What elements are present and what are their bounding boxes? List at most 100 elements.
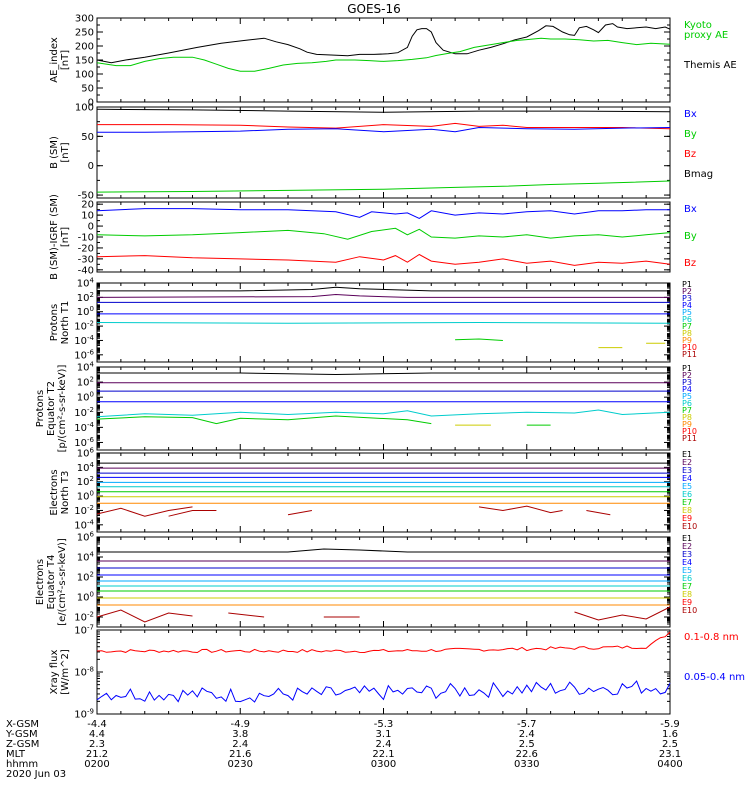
y-tick-label: 20 — [81, 200, 94, 211]
legend-entry: E8 — [682, 506, 692, 515]
x-row-value: -5.7 — [517, 719, 537, 730]
legend-entry: proxy AE — [684, 30, 728, 41]
x-row-value: 2.5 — [662, 739, 678, 750]
legend-entry: P5 — [682, 308, 692, 317]
x-row-value: 23.1 — [659, 749, 681, 760]
legend-entry: P9 — [682, 336, 692, 345]
y-tick-label: 10-4 — [74, 334, 94, 347]
legend-entry: P3 — [682, 378, 692, 387]
y-axis-label: [p/(cm²-s-sr-keV)] — [57, 365, 68, 453]
legend-entry: P1 — [682, 364, 692, 373]
y-tick-label: 100 — [75, 103, 94, 114]
legend-entry: P4 — [682, 301, 692, 310]
legend-entry: Bx — [684, 109, 697, 120]
x-row-value: 2.4 — [519, 729, 535, 740]
series-line-e10b — [168, 510, 217, 517]
y-tick-label: 0 — [88, 222, 94, 233]
y-tick-label: 104 — [77, 461, 95, 474]
x-row-value: 2.4 — [232, 739, 248, 750]
legend-entry: P1 — [682, 280, 692, 289]
x-row-value: 21.2 — [86, 749, 108, 760]
legend-entry: Bz — [684, 149, 696, 160]
y-tick-label: 106 — [77, 447, 95, 460]
legend-entry: E8 — [682, 590, 692, 599]
y-tick-label: 200 — [75, 42, 94, 53]
y-axis-label: AE_index — [49, 37, 60, 83]
y-tick-label: 0 — [88, 98, 94, 109]
series-line-bmag — [96, 108, 671, 113]
y-tick-label: 10-2 — [74, 611, 94, 624]
panel-frame — [96, 629, 671, 715]
y-tick-label: 150 — [75, 56, 94, 67]
y-tick-label: 100 — [75, 70, 94, 81]
date-label: 2020 Jun 03 — [6, 769, 66, 780]
legend-entry: E9 — [682, 598, 692, 607]
legend-entry: E2 — [682, 458, 692, 467]
legend-entry: E4 — [682, 558, 692, 567]
legend-entry: Kyoto — [684, 20, 712, 31]
series-line-e10b — [228, 612, 265, 618]
legend-entry: P11 — [682, 350, 697, 359]
y-axis-label: North T1 — [60, 301, 71, 345]
y-tick-label: 104 — [77, 551, 95, 564]
y-tick-label: 102 — [77, 571, 94, 584]
legend-entry: E3 — [682, 466, 692, 475]
series-line-by — [96, 227, 671, 240]
series-line-e10c — [287, 510, 312, 516]
series-line-e10e — [586, 510, 611, 516]
y-tick-label: 250 — [75, 28, 94, 39]
series-line-kyoto-proxy-ae — [96, 37, 671, 72]
x-row-label: MLT — [6, 749, 26, 760]
series-line-themis-ae — [96, 23, 671, 64]
y-tick-label: 10 — [81, 211, 94, 222]
y-tick-label: 106 — [77, 531, 95, 544]
legend-entry: By — [684, 129, 697, 140]
y-axis-label: North T3 — [60, 471, 71, 515]
legend-entry: P10 — [682, 343, 697, 352]
y-tick-label: 50 — [81, 84, 94, 95]
series-line-p7 — [455, 338, 503, 341]
series-line-e1 — [97, 548, 670, 553]
x-row-value: 3.8 — [232, 729, 248, 740]
legend-entry: E5 — [682, 482, 692, 491]
y-tick-label: -30 — [78, 254, 94, 265]
panel-5: 104 102 100 10-2 10-4 10-6 Protons Equator T2 [p… — [35, 361, 697, 453]
legend-entry: E10 — [682, 606, 697, 615]
y-tick-label: 300 — [75, 14, 94, 25]
legend-entry: 0.1-0.8 nm — [684, 632, 739, 643]
legend-entry: E7 — [682, 498, 692, 507]
x-row-value: -5.3 — [374, 719, 394, 730]
series-line-0-1-0-8-nm — [96, 631, 671, 654]
y-axis-label: [nT] — [60, 142, 71, 162]
y-tick-label: 10-8 — [74, 666, 94, 679]
series-line-e10a — [96, 609, 193, 623]
legend-entry: Bz — [684, 258, 696, 269]
legend-entry: Themis AE — [683, 60, 737, 71]
y-tick-label: 100 — [77, 305, 94, 318]
y-tick-label: 100 — [77, 391, 94, 404]
y-tick-label: -50 — [78, 191, 94, 202]
x-row-label: Z-GSM — [6, 739, 39, 750]
series-line-p1 — [97, 372, 670, 376]
series-line-bz — [96, 253, 671, 266]
legend-entry: E1 — [682, 534, 692, 543]
legend-entry: P7 — [682, 322, 692, 331]
legend-entry: E7 — [682, 582, 692, 591]
x-row-value: 0230 — [228, 759, 253, 770]
x-row-label: hhmm — [6, 759, 38, 770]
x-row-value: -5.9 — [660, 719, 680, 730]
x-row-value: 0300 — [371, 759, 396, 770]
panel-2: -50 0 50 100 B (SM) [nT] Bx By Bz Bmag — [49, 103, 713, 202]
legend-entry: E10 — [682, 522, 697, 531]
x-row-value: 2.3 — [89, 739, 105, 750]
series-line-bz — [97, 122, 671, 130]
y-axis-label: Equator T4 — [46, 555, 57, 610]
y-tick-label: 100 — [77, 591, 94, 604]
legend-entry: P10 — [682, 427, 697, 436]
x-row-value: 21.6 — [229, 749, 251, 760]
x-row-label: Y-GSM — [5, 729, 38, 740]
series-line-p2 — [96, 293, 670, 298]
panel-frame — [96, 366, 671, 451]
